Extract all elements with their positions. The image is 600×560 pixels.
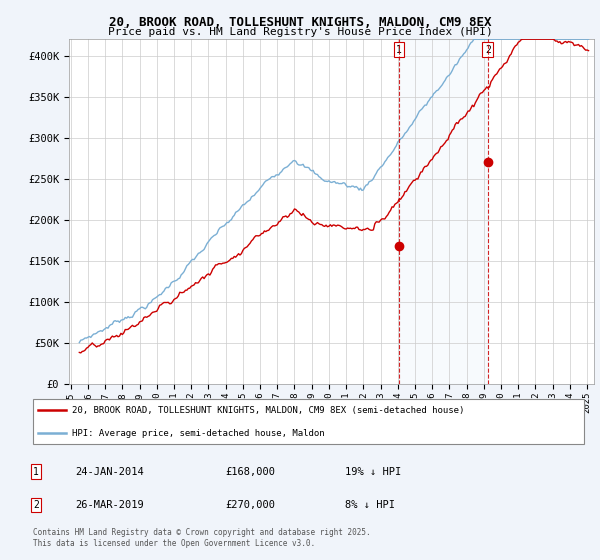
FancyBboxPatch shape xyxy=(33,399,584,444)
Text: 19% ↓ HPI: 19% ↓ HPI xyxy=(345,466,401,477)
Text: £168,000: £168,000 xyxy=(225,466,275,477)
Text: 20, BROOK ROAD, TOLLESHUNT KNIGHTS, MALDON, CM9 8EX (semi-detached house): 20, BROOK ROAD, TOLLESHUNT KNIGHTS, MALD… xyxy=(72,406,464,415)
Text: £270,000: £270,000 xyxy=(225,500,275,510)
Text: 1: 1 xyxy=(33,466,39,477)
Text: 26-MAR-2019: 26-MAR-2019 xyxy=(75,500,144,510)
Bar xyxy=(399,39,488,384)
Text: 8% ↓ HPI: 8% ↓ HPI xyxy=(345,500,395,510)
Text: 20, BROOK ROAD, TOLLESHUNT KNIGHTS, MALDON, CM9 8EX: 20, BROOK ROAD, TOLLESHUNT KNIGHTS, MALD… xyxy=(109,16,491,29)
Text: Price paid vs. HM Land Registry's House Price Index (HPI): Price paid vs. HM Land Registry's House … xyxy=(107,27,493,37)
Text: 1: 1 xyxy=(396,45,402,55)
Text: Contains HM Land Registry data © Crown copyright and database right 2025.
This d: Contains HM Land Registry data © Crown c… xyxy=(33,528,371,548)
Text: 2: 2 xyxy=(485,45,491,55)
Text: 24-JAN-2014: 24-JAN-2014 xyxy=(75,466,144,477)
Text: 2: 2 xyxy=(33,500,39,510)
Text: HPI: Average price, semi-detached house, Maldon: HPI: Average price, semi-detached house,… xyxy=(72,429,325,438)
